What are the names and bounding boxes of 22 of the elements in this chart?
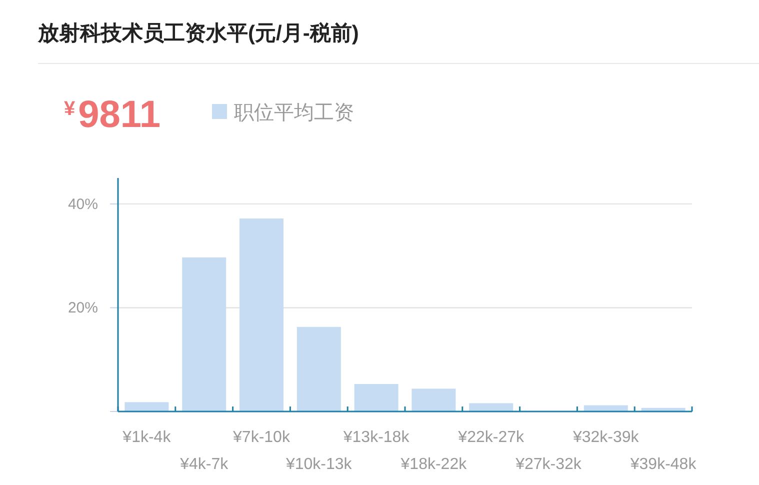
x-tick-label: ¥1k-4k [122,429,172,446]
chart-title: 放射科技术员工资水平(元/月-税前) [37,22,359,45]
text: ¥9811 [64,94,161,136]
bar [240,218,284,412]
bar [469,403,514,412]
y-tick-label: 40% [68,196,98,213]
bar [296,326,341,412]
x-tick-label: ¥13k-18k [342,429,410,446]
x-tick-label: ¥4k-7k [179,456,230,473]
x-tick-label: ¥39k-48k [629,456,698,473]
x-tick-label: ¥18k-22k [400,456,468,473]
x-tick-label: ¥22k-27k [457,429,526,446]
x-tick-label: ¥32k-39k [572,429,640,446]
x-tick-label: ¥27k-32k [514,456,582,473]
legend-label: 职位平均工资 [234,102,354,124]
x-tick-label: ¥7k-10k [232,429,291,446]
bar [412,388,456,412]
y-tick-label: 20% [68,300,98,317]
x-tick-label: ¥10k-13k [284,456,353,473]
bar [124,402,169,412]
bar [182,257,226,412]
bar [354,384,398,412]
